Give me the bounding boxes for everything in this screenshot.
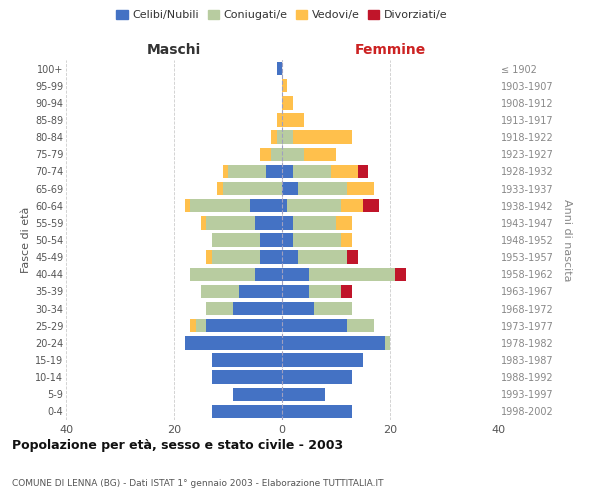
Bar: [341, 234, 352, 246]
Bar: [260, 148, 271, 161]
Bar: [347, 319, 374, 332]
Bar: [185, 336, 282, 349]
Bar: [190, 319, 196, 332]
Bar: [293, 164, 331, 178]
Bar: [395, 268, 406, 281]
Bar: [293, 216, 336, 230]
Bar: [223, 182, 282, 196]
Bar: [260, 234, 282, 246]
Bar: [341, 284, 352, 298]
Text: Maschi: Maschi: [147, 42, 201, 56]
Bar: [190, 199, 250, 212]
Text: Popolazione per età, sesso e stato civile - 2003: Popolazione per età, sesso e stato civil…: [12, 440, 343, 452]
Bar: [282, 336, 385, 349]
Bar: [336, 216, 352, 230]
Bar: [217, 182, 223, 196]
Bar: [282, 404, 352, 418]
Bar: [282, 148, 304, 161]
Bar: [206, 302, 233, 316]
Bar: [347, 250, 358, 264]
Bar: [282, 199, 287, 212]
Bar: [282, 114, 304, 126]
Bar: [331, 164, 358, 178]
Bar: [287, 199, 341, 212]
Bar: [358, 164, 368, 178]
Bar: [206, 319, 282, 332]
Bar: [341, 199, 363, 212]
Bar: [212, 354, 282, 366]
Bar: [282, 284, 309, 298]
Bar: [282, 388, 325, 401]
Bar: [260, 250, 282, 264]
Bar: [206, 216, 255, 230]
Bar: [196, 319, 206, 332]
Bar: [201, 216, 206, 230]
Bar: [201, 284, 239, 298]
Bar: [255, 268, 282, 281]
Bar: [239, 284, 282, 298]
Bar: [271, 130, 277, 144]
Bar: [250, 199, 282, 212]
Bar: [212, 370, 282, 384]
Bar: [293, 130, 352, 144]
Bar: [282, 354, 363, 366]
Y-axis label: Anni di nascita: Anni di nascita: [562, 198, 572, 281]
Bar: [185, 199, 190, 212]
Bar: [282, 79, 287, 92]
Bar: [309, 268, 395, 281]
Bar: [223, 164, 228, 178]
Bar: [298, 182, 347, 196]
Bar: [212, 250, 260, 264]
Bar: [190, 268, 255, 281]
Bar: [233, 388, 282, 401]
Bar: [277, 114, 282, 126]
Bar: [277, 130, 282, 144]
Bar: [282, 250, 298, 264]
Bar: [282, 96, 293, 110]
Bar: [266, 164, 282, 178]
Bar: [282, 182, 298, 196]
Bar: [233, 302, 282, 316]
Bar: [282, 164, 293, 178]
Bar: [271, 148, 282, 161]
Bar: [228, 164, 266, 178]
Bar: [212, 234, 260, 246]
Bar: [363, 199, 379, 212]
Bar: [309, 284, 341, 298]
Bar: [298, 250, 347, 264]
Bar: [282, 216, 293, 230]
Bar: [282, 130, 293, 144]
Text: COMUNE DI LENNA (BG) - Dati ISTAT 1° gennaio 2003 - Elaborazione TUTTITALIA.IT: COMUNE DI LENNA (BG) - Dati ISTAT 1° gen…: [12, 478, 383, 488]
Bar: [304, 148, 336, 161]
Bar: [347, 182, 374, 196]
Bar: [282, 302, 314, 316]
Y-axis label: Fasce di età: Fasce di età: [20, 207, 31, 273]
Text: Femmine: Femmine: [355, 42, 425, 56]
Bar: [212, 404, 282, 418]
Bar: [282, 319, 347, 332]
Legend: Celibi/Nubili, Coniugati/e, Vedovi/e, Divorziati/e: Celibi/Nubili, Coniugati/e, Vedovi/e, Di…: [116, 10, 448, 20]
Bar: [282, 268, 309, 281]
Bar: [293, 234, 341, 246]
Bar: [277, 62, 282, 76]
Bar: [282, 370, 352, 384]
Bar: [206, 250, 212, 264]
Bar: [255, 216, 282, 230]
Bar: [385, 336, 390, 349]
Bar: [314, 302, 352, 316]
Bar: [282, 234, 293, 246]
